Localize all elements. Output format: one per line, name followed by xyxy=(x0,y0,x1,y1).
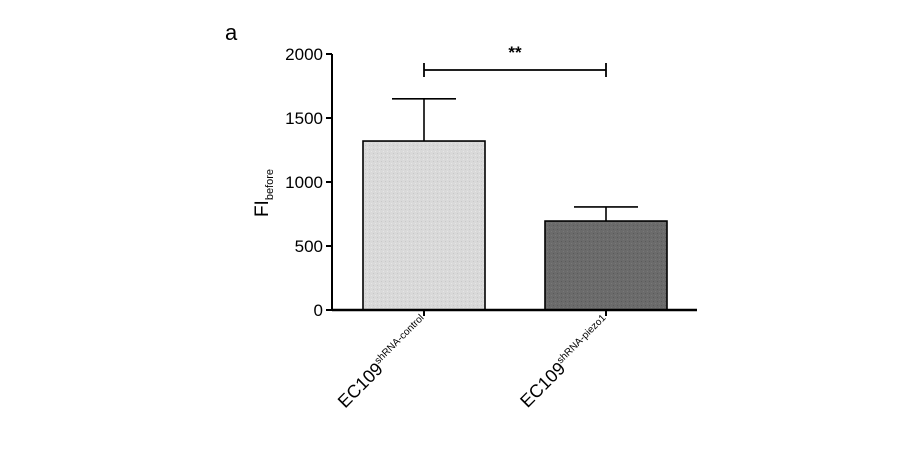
bar-2 xyxy=(544,220,668,311)
y-axis-label-main: FI xyxy=(252,200,273,217)
y-tick-label: 2000 xyxy=(285,45,323,64)
y-tick-label: 0 xyxy=(314,301,323,320)
x-tick-label-main: EC109 xyxy=(334,359,387,412)
y-axis-label: FIbefore xyxy=(252,169,276,217)
plot-area: 0500100015002000FIbeforeEC109shRNA-contr… xyxy=(252,43,697,412)
x-tick-label-sub: shRNA-control xyxy=(373,313,427,367)
x-tick-label-sub: shRNA-piezo1 xyxy=(555,312,609,366)
x-tick-label: EC109shRNA-piezo1 xyxy=(516,312,615,411)
panel-label: a xyxy=(225,20,238,45)
bar-1 xyxy=(362,140,486,311)
x-tick-label: EC109shRNA-control xyxy=(334,313,433,412)
y-tick-label: 500 xyxy=(295,237,323,256)
x-tick-label-main: EC109 xyxy=(516,358,569,411)
y-axis-label-sub: before xyxy=(264,169,276,200)
y-tick-label: 1500 xyxy=(285,109,323,128)
y-tick-label: 1000 xyxy=(285,173,323,192)
significance-label: ** xyxy=(508,43,522,62)
